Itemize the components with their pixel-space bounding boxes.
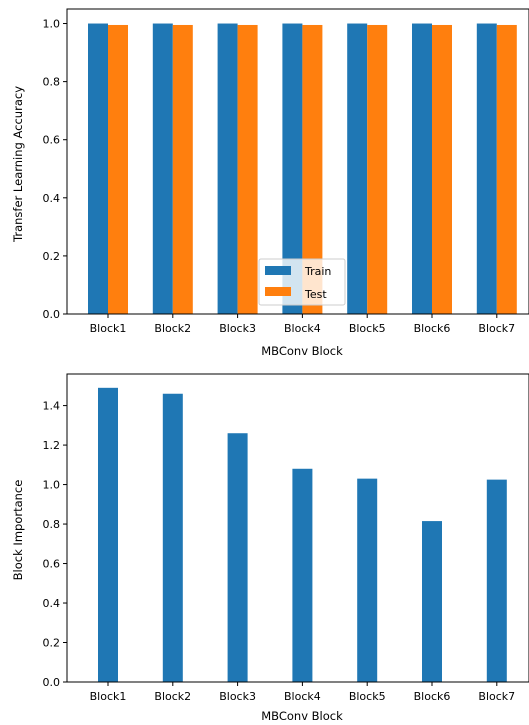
accuracy-legend: Train Test	[258, 258, 346, 306]
y-tick-label: 0.4	[43, 192, 61, 205]
accuracy-x-axis-label: MBConv Block	[261, 344, 343, 358]
y-tick-label: 0.6	[43, 134, 61, 147]
x-tick-label: Block6	[414, 690, 451, 703]
x-tick-label: Block4	[284, 322, 321, 335]
bar-block6-train	[412, 23, 432, 315]
y-tick-label: 0.8	[43, 76, 61, 89]
accuracy-x-ticks: Block1 Block2 Block3 Block4 Block5 Block6 Bloc…	[90, 314, 515, 335]
accuracy-bars	[88, 23, 517, 315]
importance-y-ticks: 0.0 0.2 0.4 0.6 0.8 1.0 1.2 1.4	[43, 400, 67, 689]
y-tick-label: 0.0	[43, 308, 61, 321]
x-tick-label: Block3	[219, 690, 256, 703]
bar-block4	[292, 468, 313, 682]
x-tick-label: Block7	[478, 690, 515, 703]
legend-label-train: Train	[304, 265, 331, 278]
accuracy-y-axis-label: Transfer Learning Accuracy	[11, 86, 25, 243]
x-tick-label: Block6	[414, 322, 451, 335]
bar-block2-train	[152, 23, 173, 315]
bar-block7-train	[476, 23, 497, 315]
bar-block4-train	[282, 23, 303, 315]
bar-block5-train	[347, 23, 368, 315]
x-tick-label: Block1	[90, 690, 127, 703]
legend-swatch-test	[265, 287, 291, 296]
legend-box	[258, 258, 346, 306]
bar-block1-test	[108, 24, 128, 314]
importance-x-ticks: Block1 Block2 Block3 Block4 Block5 Block6 Bloc…	[90, 682, 515, 703]
accuracy-plot-frame	[66, 8, 529, 315]
bar-block2	[162, 393, 183, 682]
y-tick-label: 1.0	[43, 18, 61, 31]
x-tick-label: Block7	[478, 322, 515, 335]
importance-y-axis-label: Block Importance	[11, 480, 25, 581]
accuracy-chart: 0.00.20.40.60.81.0 Block1 Block2 Block3 Blo…	[11, 8, 529, 358]
y-tick-label: 0.2	[43, 250, 61, 263]
bar-block3-test	[237, 24, 258, 314]
importance-plot-frame	[66, 373, 529, 683]
x-tick-label: Block4	[284, 690, 321, 703]
x-tick-label: Block2	[154, 690, 191, 703]
importance-bars	[98, 387, 507, 682]
accuracy-y-ticks: 0.0 0.2 0.4 0.6 0.8 1.0	[43, 18, 67, 321]
x-tick-label: Block2	[154, 322, 191, 335]
bar-block2-test	[172, 24, 193, 314]
y-tick-label: 0.6	[43, 558, 61, 571]
legend-label-test: Test	[304, 288, 327, 301]
bar-block7-test	[496, 24, 517, 314]
y-tick-label: 0.0	[43, 676, 61, 689]
bar-block3-train	[217, 23, 238, 315]
x-tick-label: Block5	[349, 690, 386, 703]
y-tick-label: 1.0	[43, 479, 61, 492]
y-tick-label: 1.2	[43, 439, 61, 452]
y-tick-label: 1.4	[43, 400, 61, 413]
x-tick-label: Block5	[349, 322, 386, 335]
bar-block1-train	[88, 23, 108, 315]
bar-block6-test	[432, 24, 452, 314]
legend-swatch-train	[265, 266, 291, 275]
y-tick-label: 0.2	[43, 637, 61, 650]
bar-block1	[98, 387, 118, 682]
bar-block5	[357, 478, 378, 682]
y-tick-label: 0.8	[43, 518, 61, 531]
x-tick-label: Block3	[219, 322, 256, 335]
bar-block5-test	[367, 24, 388, 314]
y-tick-label: 0.4	[43, 597, 61, 610]
x-tick-label: Block1	[90, 322, 127, 335]
importance-x-axis-label: MBConv Block	[261, 709, 343, 723]
bar-block3	[227, 433, 248, 682]
bar-block7	[486, 479, 507, 682]
importance-chart: 0.00.20.40.60.81.01.21.4 Block1 Block2 Blo…	[11, 373, 529, 723]
bar-block6	[422, 521, 442, 682]
bar-block4-test	[302, 24, 323, 314]
